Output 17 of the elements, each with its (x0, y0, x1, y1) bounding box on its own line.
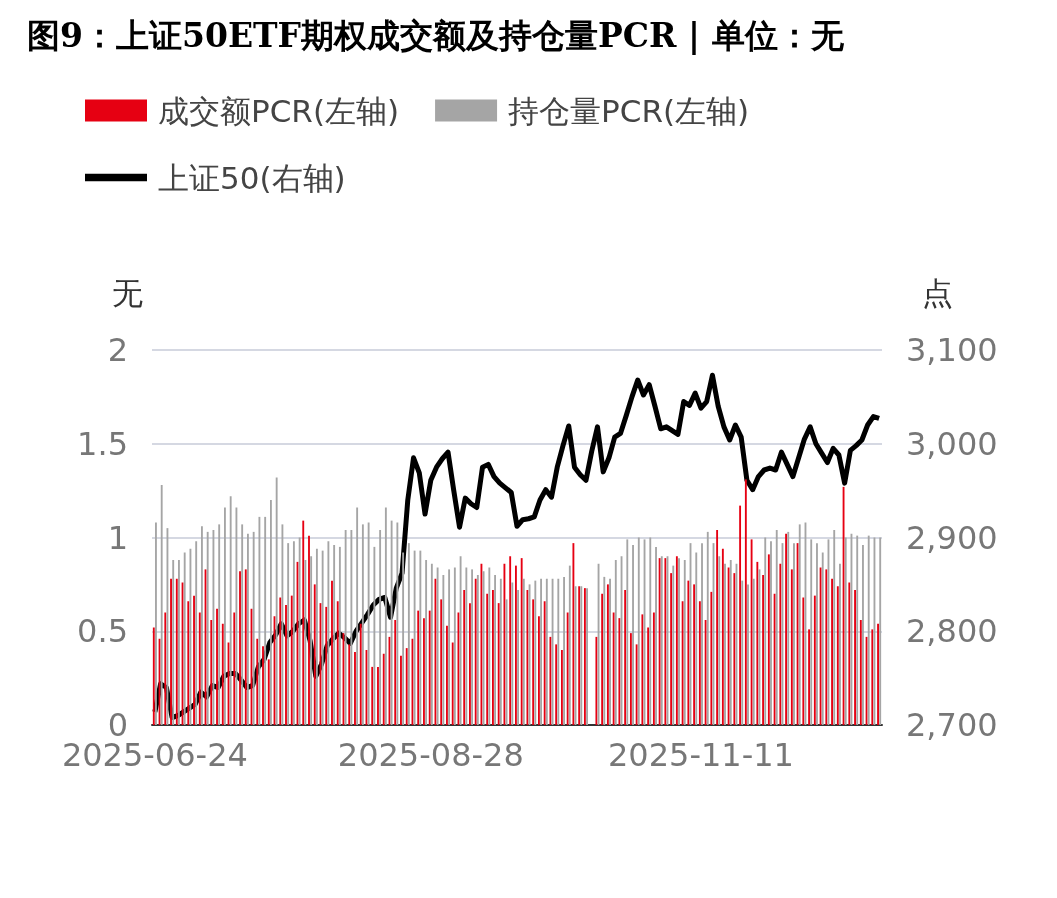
legend-label: 持仓量PCR(左轴) (508, 92, 750, 129)
y-tick-label: 2 (107, 331, 128, 369)
legend-label: 上证50(右轴) (158, 159, 346, 196)
y2-tick-label: 2,700 (906, 706, 998, 744)
y2-tick-label: 3,000 (906, 424, 998, 463)
y2-tick-label: 2,800 (906, 612, 998, 651)
x-tick-label: 2025-08-28 (337, 736, 524, 774)
y2-tick-label: 3,100 (906, 331, 998, 369)
y-tick-label: 1.5 (77, 424, 128, 463)
y-axis-title: 无 (111, 274, 143, 311)
x-tick-label: 2025-11-11 (607, 736, 794, 774)
legend-label: 成交额PCR(左轴) (158, 92, 400, 129)
y-tick-label: 0.5 (77, 612, 128, 651)
y-tick-label: 1 (107, 518, 128, 557)
y2-axis-title: 点 (921, 274, 953, 311)
chart-title: 图9：上证50ETF期权成交额及持仓量PCR | 单位：无 (27, 16, 845, 55)
y2-tick-label: 2,900 (906, 518, 998, 557)
